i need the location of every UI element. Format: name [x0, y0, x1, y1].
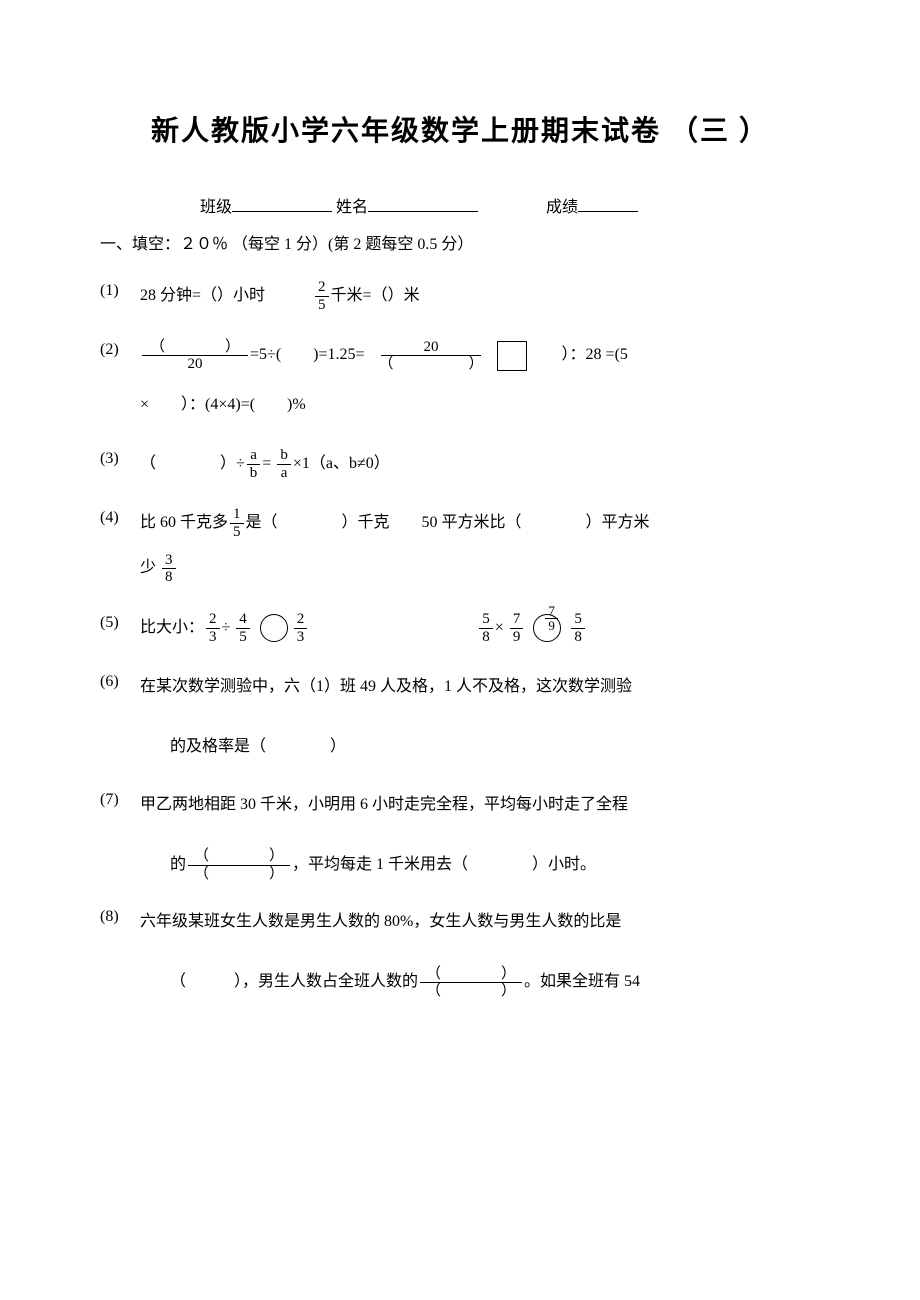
q2-after: ）：28 =(5 — [530, 346, 628, 363]
section-1-header: 一、填空：２０％ （每空 1 分）(第 2 题每空 0.5 分） — [100, 232, 820, 258]
q5-label: 比大小： — [140, 619, 204, 636]
q1-fraction: 2 5 — [315, 279, 329, 313]
q3-number: (3) — [100, 446, 140, 472]
q3-fraction-2: b a — [277, 447, 291, 481]
q5-overlay-frac: 79 — [545, 604, 558, 634]
question-2: (2) （ ） 20 =5÷( )=1.25= 20 （ ） ）：28 =(5 — [100, 337, 820, 372]
q1-text3: 千米=（ — [331, 287, 388, 304]
question-5: (5) 比大小：23÷ 45 23 58× 79 79 58 — [100, 610, 820, 645]
name-label: 姓名 — [336, 199, 368, 216]
q2-mid: =5÷( )=1.25= — [250, 346, 365, 363]
question-3: (3) （ ）÷ a b = b a ×1（a、b≠0） — [100, 446, 820, 481]
score-label: 成绩 — [546, 199, 578, 216]
q5-f4: 58 — [479, 611, 493, 645]
q7-l2-pre: 的 — [170, 856, 186, 873]
student-info-line: 班级 姓名 成绩 — [100, 195, 820, 221]
question-7: (7) 甲乙两地相距 30 千米，小明用 6 小时走完全程，平均每小时走了全程 — [100, 787, 820, 822]
q2-line2: × ）：(4×4)=( )% — [100, 387, 820, 422]
q5-f2: 45 — [236, 611, 250, 645]
q2-body: （ ） 20 =5÷( )=1.25= 20 （ ） ）：28 =(5 — [140, 337, 820, 372]
q8-l2-pre: （ ），男生人数占全班人数的 — [170, 973, 418, 990]
q4-pre: 比 60 千克多 — [140, 514, 228, 531]
q4-fraction-2: 3 8 — [162, 552, 176, 586]
q1-body: 28 分钟=（）小时 2 5 千米=（）米 — [140, 278, 820, 313]
q8-line2: （ ），男生人数占全班人数的 （ ） （ ） 。如果全班有 54 — [100, 963, 820, 1001]
q6-line2: 的及格率是（ ） — [100, 728, 820, 766]
q3-fraction-1: a b — [247, 447, 261, 481]
question-1: (1) 28 分钟=（）小时 2 5 千米=（）米 — [100, 278, 820, 313]
q7-body: 甲乙两地相距 30 千米，小明用 6 小时走完全程，平均每小时走了全程 — [140, 787, 820, 822]
q4-l2-pre: 少 — [140, 559, 156, 576]
q4-number: (4) — [100, 505, 140, 531]
name-blank[interactable] — [368, 196, 478, 212]
q7-line2: 的 （ ） （ ） ，平均每走 1 千米用去（ ）小时。 — [100, 846, 820, 884]
q3-eq: = — [262, 455, 271, 472]
q4-mid: 是（ ）千克 50 平方米比（ ）平方米 — [246, 514, 650, 531]
q1-text4: ）米 — [388, 287, 420, 304]
question-8: (8) 六年级某班女生人数是男生人数的 80%，女生人数与男生人数的比是 — [100, 904, 820, 939]
q5-op1: ÷ — [222, 619, 231, 636]
q1-text: 28 分钟=（ — [140, 287, 217, 304]
q6-number: (6) — [100, 669, 140, 695]
q3-post: ×1（a、b≠0） — [293, 455, 390, 472]
q7-l2-post: ，平均每走 1 千米用去（ ）小时。 — [292, 856, 596, 873]
q5-op2: × — [495, 619, 504, 636]
q3-pre: （ ）÷ — [140, 455, 245, 472]
q8-l2-post: 。如果全班有 54 — [524, 973, 640, 990]
q2-blank-box[interactable] — [497, 341, 527, 371]
q8-number: (8) — [100, 904, 140, 930]
q5-f1: 23 — [206, 611, 220, 645]
question-6: (6) 在某次数学测验中，六（1）班 49 人及格，1 人不及格，这次数学测验 — [100, 669, 820, 704]
q5-f5: 79 — [510, 611, 524, 645]
q6-body: 在某次数学测验中，六（1）班 49 人及格，1 人不及格，这次数学测验 — [140, 669, 820, 704]
class-label: 班级 — [200, 199, 232, 216]
q3-body: （ ）÷ a b = b a ×1（a、b≠0） — [140, 446, 820, 481]
class-blank[interactable] — [232, 196, 332, 212]
q5-number: (5) — [100, 610, 140, 636]
q8-body: 六年级某班女生人数是男生人数的 80%，女生人数与男生人数的比是 — [140, 904, 820, 939]
q2-fraction-2: 20 （ ） — [371, 339, 492, 373]
q5-f3: 23 — [294, 611, 308, 645]
q2-fraction-1: （ ） 20 — [142, 339, 248, 373]
q5-f6: 58 — [571, 611, 585, 645]
q2-number: (2) — [100, 337, 140, 363]
q4-line2: 少 3 8 — [100, 550, 820, 585]
q7-fraction: （ ） （ ） — [188, 848, 290, 882]
q5-body: 比大小：23÷ 45 23 58× 79 79 58 — [140, 610, 820, 645]
q7-number: (7) — [100, 787, 140, 813]
question-4: (4) 比 60 千克多 1 5 是（ ）千克 50 平方米比（ ）平方米 — [100, 505, 820, 540]
q4-body: 比 60 千克多 1 5 是（ ）千克 50 平方米比（ ）平方米 — [140, 505, 820, 540]
page-title: 新人教版小学六年级数学上册期末试卷 （三 ） — [100, 110, 820, 155]
q1-number: (1) — [100, 278, 140, 304]
q4-fraction-1: 1 5 — [230, 506, 244, 540]
q5-circle-1[interactable] — [260, 614, 288, 642]
score-blank[interactable] — [578, 196, 638, 212]
q1-text2: ）小时 — [217, 287, 265, 304]
q8-fraction: （ ） （ ） — [420, 966, 522, 1000]
